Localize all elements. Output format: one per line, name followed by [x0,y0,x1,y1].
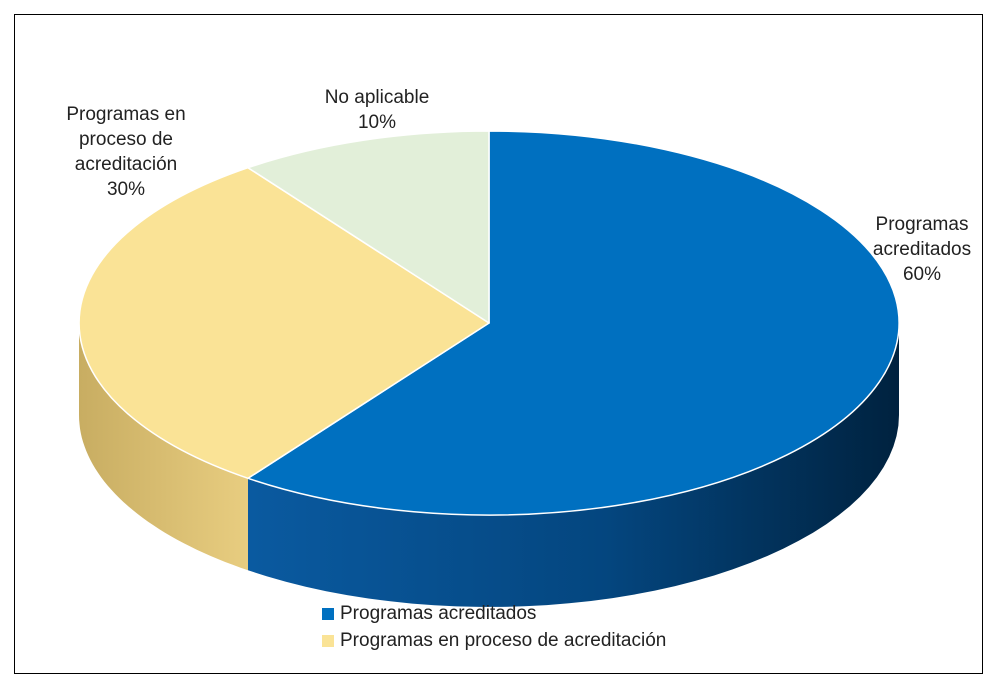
legend-label: Programas acreditados [340,602,537,624]
legend-item-programas-acreditados: Programas acreditados [322,600,666,627]
legend-label: Programas en proceso de acreditación [340,629,667,651]
legend-swatch-yellow [322,634,334,647]
legend-item-programas-en-proceso: Programas en proceso de acreditación [322,627,666,654]
legend-swatch-blue [322,607,334,620]
pie-side-programas-acreditados [248,323,899,607]
pie-slice-no-aplicable [247,130,490,324]
data-label-programas-acreditados: Programas acreditados 60% [872,214,972,285]
data-label-no-aplicable: No aplicable 10% [324,87,430,133]
data-label-programas-en-proceso: Programas en proceso de acreditación 30% [66,104,186,200]
pie-side-programas-en-proceso-de-acreditaci-n [79,323,248,571]
pie-slice-programas-en-proceso-de-acreditaci-n [78,166,490,480]
chart-legend: Programas acreditados Programas en proce… [322,600,666,654]
pie-slice-programas-acreditados [247,130,900,516]
pie-chart [78,130,900,607]
